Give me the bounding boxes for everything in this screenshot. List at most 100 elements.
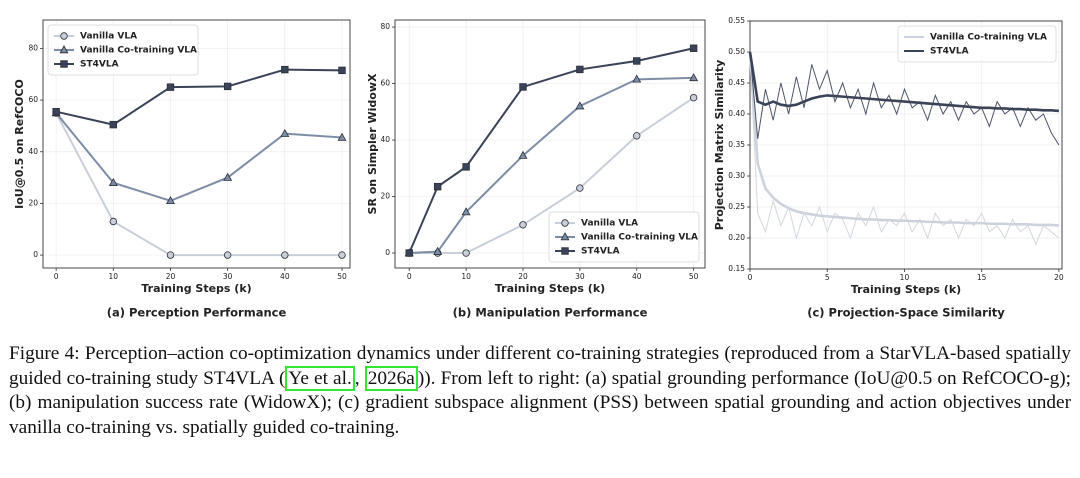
marker [462, 163, 470, 171]
legend-label: ST4VLA [930, 47, 969, 57]
y-tick-label: 20 [380, 192, 390, 201]
marker [338, 251, 346, 259]
y-tick-label: 0.15 [728, 264, 745, 273]
x-tick-label: 5 [825, 273, 830, 282]
y-tick-label: 0.20 [728, 233, 745, 242]
y-tick-label: 0 [33, 250, 38, 259]
x-tick-label: 0 [407, 272, 412, 281]
marker [576, 184, 584, 192]
subtitle: (b) Manipulation Performance [453, 306, 648, 320]
marker [519, 221, 527, 229]
subtitle: (a) Perception Performance [107, 306, 287, 320]
y-tick-label: 80 [380, 22, 390, 31]
series-line [55, 112, 342, 257]
x-tick-label: 10 [900, 273, 910, 282]
raw-line [749, 51, 1060, 146]
marker [633, 132, 641, 140]
marker [52, 108, 60, 116]
marker [337, 132, 347, 141]
legend-box [897, 25, 1057, 63]
series-line [748, 51, 1060, 113]
y-tick-label: 60 [28, 95, 38, 104]
marker [108, 177, 118, 186]
x-axis-label: Training Steps (k) [495, 282, 605, 295]
y-axis-label: Projection Matrix Similarity [713, 60, 726, 231]
legend-marker [59, 45, 69, 54]
y-tick-label: 60 [380, 79, 390, 88]
marker [281, 251, 289, 259]
marker [223, 251, 232, 259]
x-tick-label: 40 [632, 272, 642, 281]
y-tick-label: 0.30 [728, 171, 745, 180]
legend-label: Vanilla VLA [80, 32, 137, 42]
legend-label: Vanilla Co-training VLA [80, 46, 197, 56]
x-tick-label: 10 [461, 272, 471, 281]
legend-marker [60, 60, 68, 68]
legend-label: ST4VLA [581, 247, 620, 257]
y-tick-label: 0 [385, 248, 390, 257]
x-tick-label: 50 [337, 272, 347, 281]
marker [689, 93, 698, 102]
y-tick-label: 40 [28, 147, 38, 156]
marker [575, 101, 585, 110]
legend-box [548, 211, 700, 263]
marker [281, 65, 289, 74]
legend-label: ST4VLA [80, 60, 119, 70]
plot-frame [749, 20, 1063, 270]
marker [433, 182, 442, 191]
y-tick-label: 40 [380, 135, 390, 144]
chart: 0 20 40 60 80 0 10 20 30 40 50 Training Steps (k) (a… [13, 19, 351, 320]
legend-label: Vanilla VLA [581, 219, 638, 229]
x-tick-label: 30 [223, 272, 233, 281]
marker [166, 251, 175, 259]
chart: 0.15 0.20 0.25 0.30 0.35 0.40 0.45 0.50 0.55 0 5 10… [713, 16, 1064, 320]
marker [405, 249, 413, 257]
y-tick-label: 0.45 [728, 78, 745, 87]
x-tick-label: 15 [977, 273, 987, 282]
y-tick-label: 0.25 [728, 202, 745, 211]
x-tick-label: 50 [689, 272, 699, 281]
y-tick-label: 20 [28, 198, 38, 207]
marker [280, 128, 290, 137]
marker [166, 83, 175, 91]
legend-marker [561, 219, 569, 227]
citation[interactable]: 2026a [364, 365, 418, 391]
marker [109, 120, 118, 129]
subtitle: (c) Projection-Space Similarity [807, 306, 1005, 320]
x-axis-label: Training Steps (k) [851, 283, 961, 296]
caption-text: Perception–action co-optimization dynami… [9, 343, 1071, 389]
x-tick-label: 20 [1054, 273, 1064, 282]
marker [109, 217, 118, 226]
y-tick-label: 0.35 [728, 140, 745, 149]
x-tick-label: 30 [575, 272, 585, 281]
y-axis-label: SR on Simpler WidowX [366, 73, 379, 214]
x-axis-label: Training Steps (k) [141, 282, 251, 295]
x-tick-label: 0 [748, 273, 753, 282]
x-tick-label: 40 [280, 272, 290, 281]
marker [462, 249, 470, 257]
plot-frame [42, 19, 351, 269]
marker [633, 57, 641, 65]
series-line [55, 112, 343, 202]
legend-marker [60, 32, 68, 40]
legend-marker [561, 247, 569, 255]
marker [166, 196, 175, 205]
citation[interactable]: Ye et al. [285, 365, 355, 391]
series-line [55, 68, 343, 126]
caption: Figure 4: Perception–action co-optimizat… [9, 342, 1071, 440]
marker [518, 150, 528, 159]
marker [632, 74, 642, 83]
marker [461, 207, 471, 216]
y-tick-label: 80 [28, 43, 38, 52]
x-tick-label: 0 [54, 272, 59, 281]
y-tick-label: 0.55 [728, 16, 745, 25]
marker [338, 66, 346, 75]
marker [576, 65, 584, 74]
caption-text: )). From left to right: (a) spatial grou… [9, 367, 1072, 438]
raw-line [749, 51, 1060, 246]
caption-label: Figure 4: [9, 343, 80, 364]
marker [433, 246, 443, 255]
marker [689, 73, 699, 82]
x-tick-label: 20 [166, 272, 176, 281]
